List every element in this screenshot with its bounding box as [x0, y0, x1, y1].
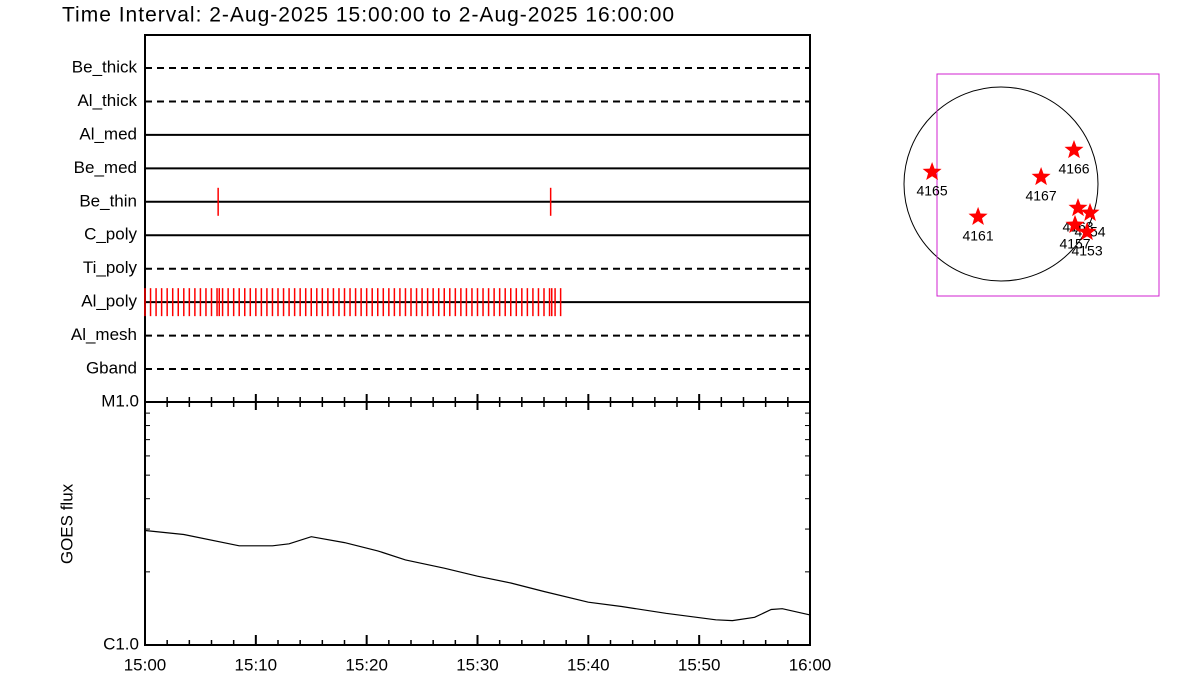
- goes-frame: [144, 401, 811, 646]
- row-label: Al_poly: [81, 292, 137, 311]
- region-label: 4153: [1071, 243, 1102, 259]
- x-tick-label: 15:00: [124, 655, 167, 674]
- y-tick-label: C1.0: [103, 634, 139, 653]
- y-axis-label: GOES flux: [57, 483, 76, 564]
- y-tick-label: M1.0: [101, 391, 139, 410]
- x-tick-label: 15:50: [678, 655, 721, 674]
- row-label: Al_mesh: [71, 325, 137, 344]
- chart-title: Time Interval: 2-Aug-2025 15:00:00 to 2-…: [62, 4, 675, 27]
- active-region: [968, 206, 988, 225]
- row-label: Al_thick: [77, 91, 137, 110]
- active-region: [1064, 140, 1084, 159]
- active-region: [1068, 198, 1088, 217]
- goes-curve: [144, 529, 811, 622]
- x-tick-label: 15:20: [345, 655, 388, 674]
- region-label: 4157: [1059, 236, 1090, 252]
- row-label: Gband: [86, 359, 137, 378]
- solar-limb: [903, 86, 1099, 282]
- row-label: Al_med: [79, 124, 137, 143]
- row-label: Be_thick: [72, 57, 138, 76]
- region-label: 4167: [1025, 188, 1056, 204]
- row-label: C_poly: [84, 225, 137, 244]
- active-region: [1065, 214, 1085, 233]
- x-tick-label: 15:10: [235, 655, 278, 674]
- region-label: 4166: [1058, 161, 1089, 177]
- row-label: Ti_poly: [83, 258, 138, 277]
- active-region: [1031, 167, 1051, 186]
- timeline-frame: [144, 34, 811, 403]
- field-of-view: [936, 73, 1160, 297]
- region-label: 4161: [962, 228, 993, 244]
- region-label: 4165: [916, 183, 947, 199]
- active-region: [922, 162, 942, 180]
- x-tick-label: 16:00: [789, 655, 832, 674]
- active-region: [1077, 222, 1097, 241]
- row-label: Be_thin: [79, 191, 137, 210]
- row-label: Be_med: [74, 158, 137, 177]
- active-region: [1080, 202, 1100, 221]
- x-tick-label: 15:30: [456, 655, 499, 674]
- x-tick-label: 15:40: [567, 655, 610, 674]
